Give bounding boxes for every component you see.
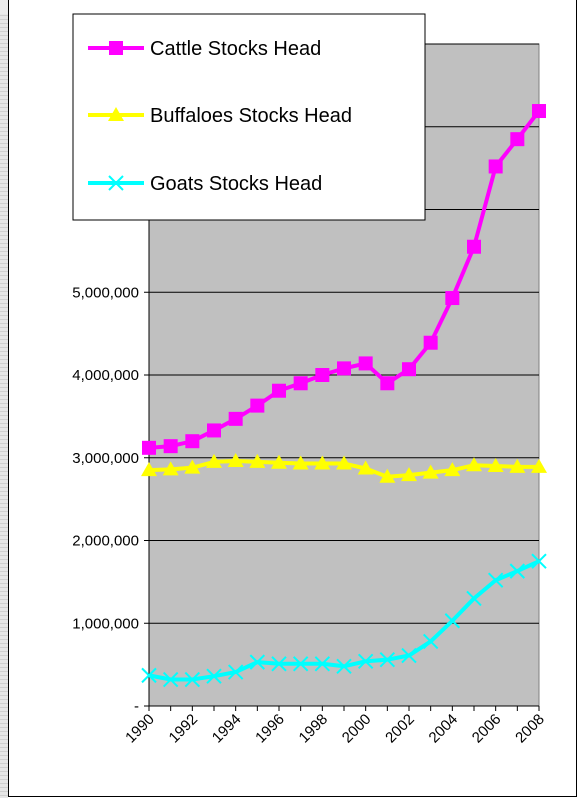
data-point-x <box>336 658 352 674</box>
data-point-square <box>228 411 243 426</box>
x-tick-label: 1996 <box>252 711 288 747</box>
data-point-x <box>162 671 179 688</box>
data-point-triangle <box>292 455 309 470</box>
x-tick-label: 1990 <box>122 711 158 747</box>
data-point-x <box>487 572 504 588</box>
data-point-square <box>315 368 330 382</box>
data-point-triangle <box>531 458 547 473</box>
data-point-square <box>250 398 265 413</box>
data-point-triangle <box>206 453 222 468</box>
data-point-triangle <box>141 462 157 477</box>
x-tick-label: 2000 <box>339 711 375 747</box>
data-point-triangle <box>314 455 331 470</box>
x-tick-label: 2006 <box>469 711 505 747</box>
data-point-triangle <box>357 460 374 475</box>
data-point-triangle <box>509 458 526 473</box>
data-point-square <box>532 104 546 119</box>
y-tick-label: 1,000,000 <box>72 615 139 632</box>
data-point-square <box>272 383 286 398</box>
data-point-x <box>444 613 461 629</box>
data-point-x <box>422 633 439 650</box>
data-point-x <box>227 664 244 680</box>
data-point-x <box>466 590 482 607</box>
data-point-triangle <box>271 454 287 469</box>
data-point-triangle <box>184 459 201 474</box>
data-point-x <box>401 647 417 664</box>
data-point-triangle <box>466 457 482 472</box>
x-tick-label: 1994 <box>209 711 245 747</box>
y-tick-label: 3,000,000 <box>72 450 139 467</box>
x-tick-label: 1998 <box>296 711 332 747</box>
data-point-square <box>185 434 200 449</box>
data-point-x <box>141 667 157 684</box>
data-point-x <box>184 671 201 688</box>
data-point-square <box>337 361 351 376</box>
series-layer <box>141 104 547 688</box>
spreadsheet-row-strip <box>0 0 8 798</box>
series-goats-stocks-head <box>141 553 547 688</box>
data-point-square <box>402 362 416 377</box>
data-point-square <box>207 423 221 438</box>
data-point-square <box>163 439 178 454</box>
data-point-x <box>314 656 331 672</box>
y-tick-label: - <box>134 698 139 715</box>
y-tick-label: 5,000,000 <box>72 284 139 301</box>
data-point-square <box>142 440 156 455</box>
data-point-square <box>423 335 438 350</box>
data-point-triangle <box>422 464 439 479</box>
data-point-square <box>467 239 481 254</box>
legend-label: Buffaloes Stocks Head <box>150 105 352 127</box>
data-point-x <box>108 175 124 191</box>
series-cattle-stocks-head <box>142 104 546 455</box>
x-tick-label: 2002 <box>382 711 418 747</box>
data-point-square <box>510 132 525 147</box>
x-tick-label: 1992 <box>166 711 202 747</box>
data-point-square <box>358 356 373 371</box>
data-point-triangle <box>487 458 504 473</box>
data-point-square <box>380 376 395 391</box>
legend: Cattle Stocks Head Buffaloes Stocks Head G… <box>72 13 426 221</box>
data-point-triangle <box>162 461 179 476</box>
data-point-x <box>292 656 309 672</box>
y-tick-label: 4,000,000 <box>72 367 139 384</box>
data-point-x <box>357 653 374 670</box>
data-point-square <box>109 41 123 55</box>
legend-label: Cattle Stocks Head <box>150 38 321 60</box>
data-point-triangle <box>444 462 461 477</box>
x-axis-tick-labels: 1990 1992 1994 1996 1998 2000 2002 2004 2006 2008 <box>122 706 548 746</box>
data-point-x <box>271 656 287 672</box>
data-point-triangle <box>227 453 244 468</box>
data-point-triangle <box>379 468 396 483</box>
y-tick-label: 2,000,000 <box>72 533 139 550</box>
data-point-x <box>509 563 526 579</box>
data-point-x <box>379 651 396 668</box>
data-point-square <box>488 159 503 174</box>
data-point-triangle <box>336 455 352 470</box>
legend-label: Goats Stocks Head <box>150 173 322 195</box>
x-tick-label: 2004 <box>426 711 462 747</box>
data-point-square <box>293 376 308 391</box>
data-point-triangle <box>108 107 124 121</box>
series-buffaloes-stocks-head <box>141 453 547 483</box>
x-tick-label: 2008 <box>512 711 548 747</box>
data-point-triangle <box>401 467 417 482</box>
data-point-x <box>249 654 266 670</box>
data-point-x <box>531 553 547 569</box>
data-point-triangle <box>249 453 266 468</box>
data-point-square <box>445 291 460 306</box>
data-point-x <box>206 668 222 684</box>
